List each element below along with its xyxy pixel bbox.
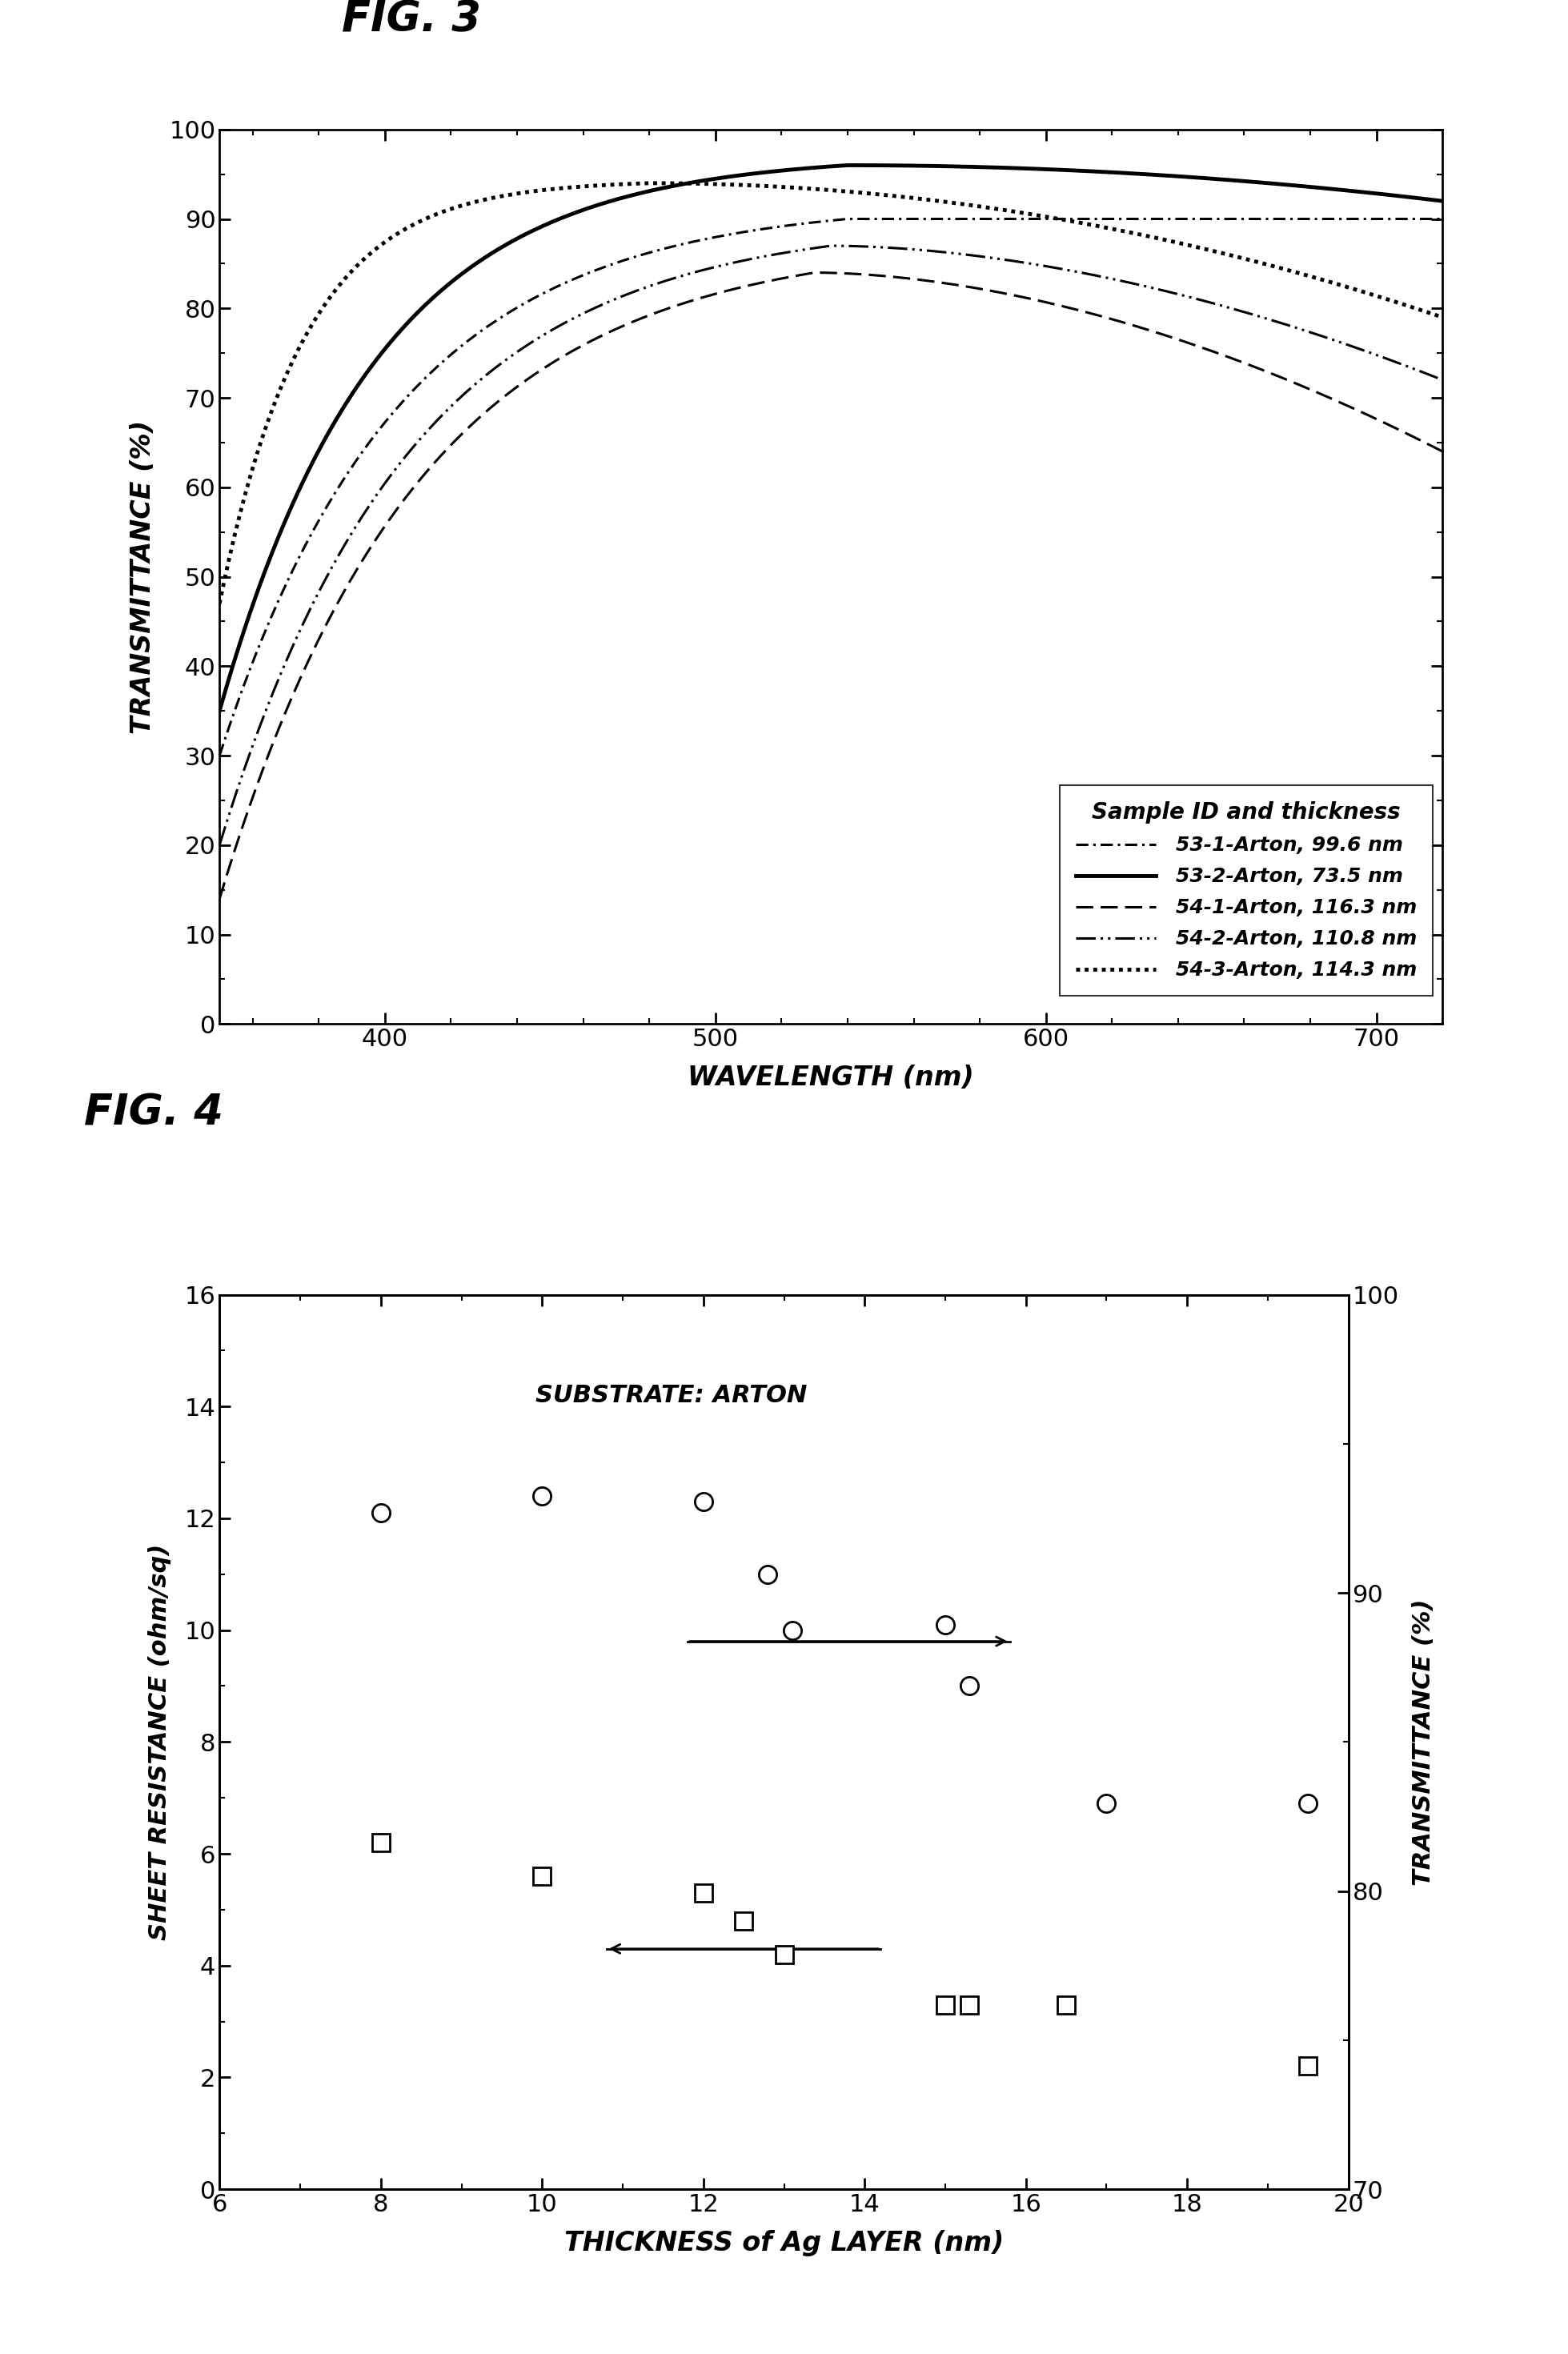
Text: FIG. 3: FIG. 3 bbox=[342, 0, 481, 40]
Text: FIG. 4: FIG. 4 bbox=[85, 1092, 223, 1135]
Text: SUBSTRATE: ARTON: SUBSTRATE: ARTON bbox=[536, 1384, 808, 1408]
X-axis label: WAVELENGTH (nm): WAVELENGTH (nm) bbox=[688, 1064, 974, 1090]
Y-axis label: TRANSMITTANCE (%): TRANSMITTANCE (%) bbox=[129, 419, 155, 734]
X-axis label: THICKNESS of Ag LAYER (nm): THICKNESS of Ag LAYER (nm) bbox=[564, 2229, 1004, 2255]
Y-axis label: SHEET RESISTANCE (ohm/sq): SHEET RESISTANCE (ohm/sq) bbox=[147, 1544, 171, 1940]
Y-axis label: TRANSMITTANCE (%): TRANSMITTANCE (%) bbox=[1413, 1598, 1435, 1886]
Legend: 53-1-Arton, 99.6 nm, 53-2-Arton, 73.5 nm, 54-1-Arton, 116.3 nm, 54-2-Arton, 110.: 53-1-Arton, 99.6 nm, 53-2-Arton, 73.5 nm… bbox=[1060, 786, 1433, 996]
